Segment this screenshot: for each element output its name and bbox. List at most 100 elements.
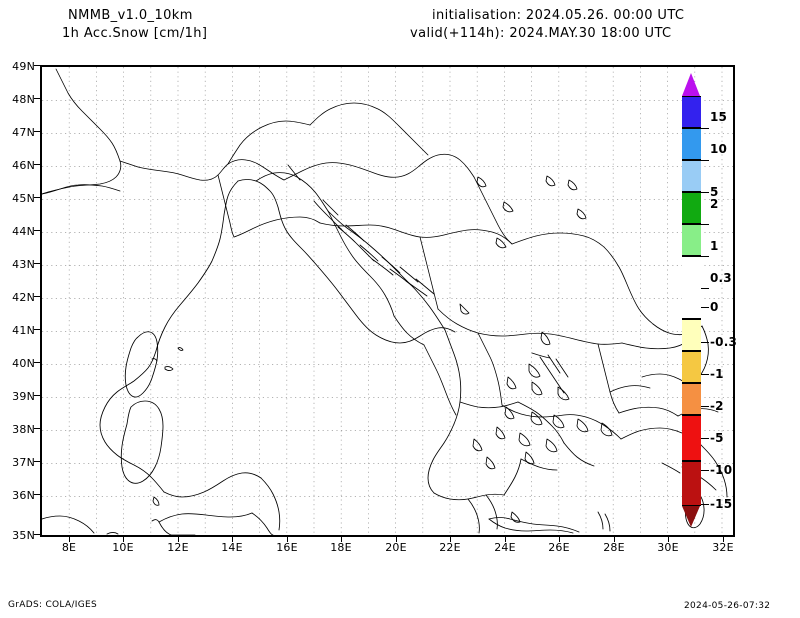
x-tick-30E bbox=[668, 537, 669, 542]
x-tick-20E bbox=[396, 537, 397, 542]
y-tick-label-43N: 43N bbox=[12, 258, 35, 271]
colorbar-tick-15 bbox=[701, 128, 709, 129]
coastlines-and-borders bbox=[42, 68, 728, 535]
colorbar-label-1: 1 bbox=[710, 239, 719, 253]
colorbar-triangle-bottom bbox=[682, 506, 700, 527]
x-tick-label-26E: 26E bbox=[548, 541, 570, 554]
colorbar-label-neg0p3: -0.3 bbox=[710, 335, 738, 349]
y-tick-49N bbox=[34, 65, 40, 66]
y-tick-label-45N: 45N bbox=[12, 192, 35, 205]
y-tick-39N bbox=[34, 395, 40, 396]
y-tick-label-49N: 49N bbox=[12, 60, 35, 73]
y-tick-label-46N: 46N bbox=[12, 159, 35, 172]
colorbar-band-neg10-5 bbox=[682, 461, 701, 506]
x-tick-10E bbox=[123, 537, 124, 542]
colorbar-label-neg15: -15 bbox=[710, 497, 733, 511]
colorbar-label-0: 0 bbox=[710, 300, 719, 314]
colorbar-tick-neg5 bbox=[701, 438, 709, 439]
colorbar-tick-0p3 bbox=[701, 288, 709, 289]
colorbar-tick-0 bbox=[701, 307, 709, 308]
y-tick-label-47N: 47N bbox=[12, 126, 35, 139]
map-canvas bbox=[42, 67, 733, 535]
y-tick-label-48N: 48N bbox=[12, 93, 35, 106]
y-tick-45N bbox=[34, 197, 40, 198]
grid-vertical bbox=[68, 67, 723, 535]
x-tick-12E bbox=[178, 537, 179, 542]
x-tick-14E bbox=[232, 537, 233, 542]
render-timestamp: 2024-05-26-07:32 bbox=[684, 601, 771, 611]
grid-horizontal bbox=[42, 100, 733, 497]
colorbar-tick-neg1 bbox=[701, 374, 709, 375]
field-name: 1h Acc.Snow [cm/1h] bbox=[62, 26, 208, 41]
colorbar-band-1-2 bbox=[682, 192, 701, 224]
colorbar-label-0p3: 0.3 bbox=[710, 271, 732, 285]
y-tick-label-38N: 38N bbox=[12, 423, 35, 436]
colorbar-band-03-1 bbox=[682, 224, 701, 256]
y-tick-36N bbox=[34, 494, 40, 495]
colorbar-label-2: 2 bbox=[710, 197, 719, 211]
y-tick-label-36N: 36N bbox=[12, 489, 35, 502]
x-tick-8E bbox=[69, 537, 70, 542]
y-tick-label-42N: 42N bbox=[12, 291, 35, 304]
y-tick-35N bbox=[34, 534, 40, 535]
x-tick-label-24E: 24E bbox=[494, 541, 516, 554]
colorbar-tick-5 bbox=[701, 192, 709, 193]
y-tick-44N bbox=[34, 230, 40, 231]
x-tick-label-28E: 28E bbox=[603, 541, 625, 554]
colorbar-band-5-10 bbox=[682, 128, 701, 160]
colorbar-tick-neg0p3 bbox=[701, 342, 709, 343]
y-tick-42N bbox=[34, 296, 40, 297]
header-right-block: initialisation: 2024.05.26. 00:00 UTC va… bbox=[410, 7, 780, 43]
colorbar-tick-1 bbox=[701, 256, 709, 257]
x-tick-32E bbox=[723, 537, 724, 542]
x-tick-label-12E: 12E bbox=[167, 541, 189, 554]
x-tick-label-14E: 14E bbox=[221, 541, 243, 554]
y-tick-label-41N: 41N bbox=[12, 324, 35, 337]
colorbar-triangle-top bbox=[682, 73, 700, 96]
y-tick-48N bbox=[34, 98, 40, 99]
y-tick-label-44N: 44N bbox=[12, 225, 35, 238]
y-tick-41N bbox=[34, 329, 40, 330]
x-tick-label-10E: 10E bbox=[112, 541, 134, 554]
x-tick-24E bbox=[505, 537, 506, 542]
y-tick-38N bbox=[34, 428, 40, 429]
y-tick-label-35N: 35N bbox=[12, 529, 35, 542]
model-name: NMMB_v1.0_10km bbox=[68, 8, 193, 23]
x-tick-label-30E: 30E bbox=[657, 541, 679, 554]
y-tick-46N bbox=[34, 164, 40, 165]
colorbar-band-neg1-03 bbox=[682, 351, 701, 383]
y-tick-label-39N: 39N bbox=[12, 390, 35, 403]
colorbar-band-neg2-1 bbox=[682, 383, 701, 415]
y-tick-43N bbox=[34, 263, 40, 264]
x-tick-label-20E: 20E bbox=[385, 541, 407, 554]
colorbar-label-15: 15 bbox=[710, 110, 728, 124]
colorbar[interactable] bbox=[682, 96, 701, 506]
x-tick-26E bbox=[559, 537, 560, 542]
x-tick-18E bbox=[341, 537, 342, 542]
initialisation-time: initialisation: 2024.05.26. 00:00 UTC bbox=[432, 8, 685, 23]
map-plot-area bbox=[40, 65, 735, 537]
x-tick-label-16E: 16E bbox=[276, 541, 298, 554]
colorbar-label-neg10: -10 bbox=[710, 463, 733, 477]
colorbar-band-2-5 bbox=[682, 160, 701, 192]
y-tick-37N bbox=[34, 461, 40, 462]
y-tick-47N bbox=[34, 131, 40, 132]
colorbar-label-neg1: -1 bbox=[710, 367, 724, 381]
x-tick-label-22E: 22E bbox=[439, 541, 461, 554]
colorbar-label-10: 10 bbox=[710, 142, 728, 156]
colorbar-label-neg2: -2 bbox=[710, 399, 724, 413]
y-tick-40N bbox=[34, 362, 40, 363]
colorbar-band-neg03-0 bbox=[682, 319, 701, 351]
colorbar-band-neg5-2 bbox=[682, 415, 701, 461]
x-tick-22E bbox=[450, 537, 451, 542]
valid-time: valid(+114h): 2024.MAY.30 18:00 UTC bbox=[410, 26, 672, 41]
header-left-block: NMMB_v1.0_10km 1h Acc.Snow [cm/1h] bbox=[62, 7, 402, 43]
x-tick-28E bbox=[614, 537, 615, 542]
x-tick-16E bbox=[287, 537, 288, 542]
colorbar-label-neg5: -5 bbox=[710, 431, 724, 445]
colorbar-tick-neg15 bbox=[701, 504, 709, 505]
x-tick-label-8E: 8E bbox=[61, 541, 77, 554]
y-tick-label-37N: 37N bbox=[12, 456, 35, 469]
colorbar-tick-10 bbox=[701, 160, 709, 161]
grads-credit: GrADS: COLA/IGES bbox=[8, 600, 97, 610]
